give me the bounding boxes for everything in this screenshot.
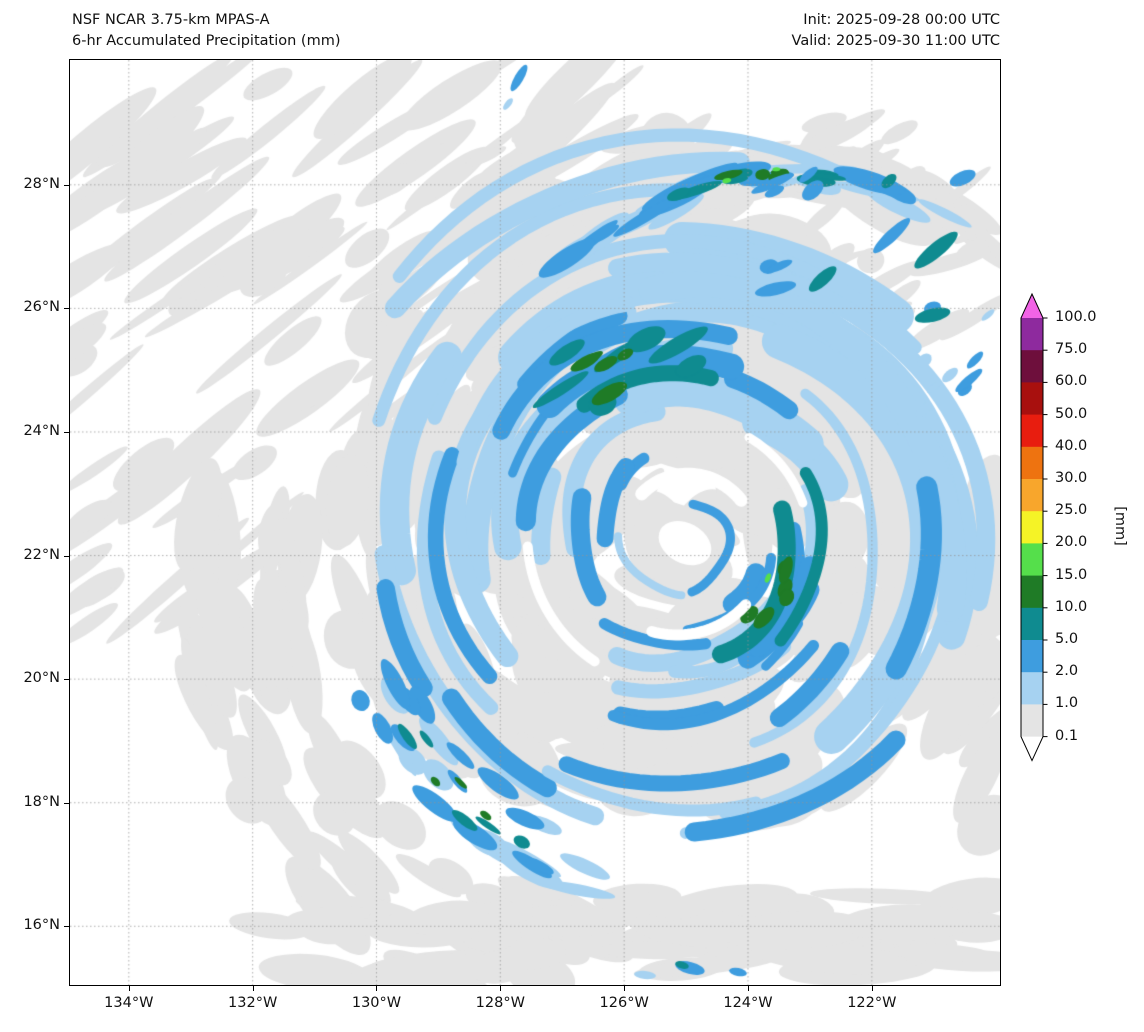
colorbar-tick-label: 5.0: [1055, 631, 1079, 647]
model-title: NSF NCAR 3.75-km MPAS-A: [72, 12, 270, 28]
colorbar-tick-label: 30.0: [1055, 470, 1088, 486]
colorbar-tick-label: 0.1: [1055, 727, 1079, 744]
x-tick-label: 126°W: [599, 995, 649, 1011]
x-tick-mark: [128, 986, 130, 991]
init-time: Init: 2025-09-28 00:00 UTC: [803, 12, 1000, 28]
colorbar-cell: [1021, 640, 1043, 673]
precip-map-canvas: [69, 59, 1001, 986]
x-tick-label: 124°W: [723, 995, 773, 1011]
x-tick-mark: [500, 986, 502, 991]
colorbar-tick-label: 25.0: [1055, 502, 1088, 519]
x-tick-label: 132°W: [228, 995, 278, 1011]
x-tick-mark: [747, 986, 749, 991]
colorbar-cell: [1021, 446, 1043, 480]
x-tick-label: 130°W: [351, 995, 402, 1011]
colorbar-cell: [1021, 511, 1043, 544]
x-tick-mark: [871, 986, 873, 991]
colorbar-cell: [1021, 704, 1043, 738]
colorbar-cell: [1021, 575, 1043, 609]
colorbar-tick-label: 40.0: [1055, 437, 1088, 454]
title-block: NSF NCAR 3.75-km MPAS-A 6-hr Accumulated…: [72, 10, 340, 52]
colorbar-cell: [1021, 672, 1043, 705]
colorbar-tick-label: 60.0: [1055, 373, 1088, 390]
valid-time: Valid: 2025-09-30 11:00 UTC: [791, 33, 1000, 49]
colorbar-tick-label: 15.0: [1055, 566, 1088, 583]
x-tick-mark: [624, 986, 626, 991]
y-tick-mark: [64, 308, 69, 310]
colorbar-tick-label: 75.0: [1055, 341, 1088, 358]
y-tick-mark: [64, 184, 69, 186]
colorbar-tick-label: 20.0: [1055, 534, 1088, 551]
colorbar-cell: [1021, 607, 1043, 641]
colorbar-tick-label: 2.0: [1055, 663, 1079, 680]
y-tick-mark: [64, 431, 69, 433]
colorbar: [1020, 292, 1048, 762]
colorbar-cell: [1021, 414, 1043, 448]
colorbar-cell: [1021, 479, 1043, 512]
x-tick-label: 134°W: [104, 995, 154, 1011]
y-tick-mark: [64, 679, 69, 681]
y-tick-label: 20°N: [23, 670, 60, 687]
colorbar-under-arrow: [1021, 736, 1043, 761]
colorbar-cell: [1021, 318, 1043, 351]
y-tick-label: 16°N: [23, 917, 60, 934]
time-block: Init: 2025-09-28 00:00 UTC Valid: 2025-0…: [792, 10, 1000, 52]
x-tick-label: 128°W: [475, 995, 525, 1011]
colorbar-tick-label: 1.0: [1055, 695, 1079, 712]
y-tick-mark: [64, 555, 69, 557]
x-tick-mark: [252, 986, 254, 991]
y-tick-mark: [64, 926, 69, 928]
colorbar-cell: [1021, 350, 1043, 383]
x-tick-mark: [376, 986, 378, 991]
colorbar-cell: [1021, 543, 1043, 577]
colorbar-tick-label: 10.0: [1055, 598, 1088, 615]
y-tick-label: 28°N: [23, 175, 60, 192]
colorbar-tick-label: 50.0: [1055, 405, 1088, 422]
colorbar-over-arrow: [1021, 294, 1043, 318]
y-tick-label: 22°N: [23, 546, 60, 563]
colorbar-cell: [1021, 382, 1043, 416]
product-title: 6-hr Accumulated Precipitation (mm): [72, 33, 341, 49]
y-tick-label: 26°N: [23, 299, 60, 316]
x-tick-label: 122°W: [847, 995, 897, 1011]
y-tick-label: 18°N: [23, 793, 60, 810]
colorbar-tick-label: 100.0: [1055, 309, 1097, 325]
y-tick-mark: [64, 802, 69, 804]
y-tick-label: 24°N: [23, 422, 60, 439]
